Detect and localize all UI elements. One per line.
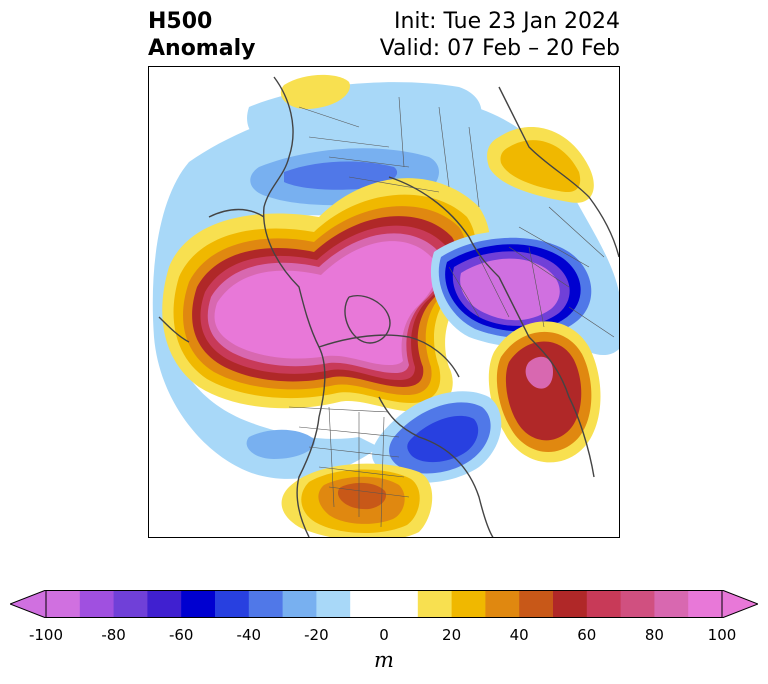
colorbar-tick-label: 80 bbox=[644, 626, 664, 644]
colorbar-tick-label: 60 bbox=[577, 626, 597, 644]
title-field: Anomaly bbox=[148, 36, 256, 61]
colorbar-segment bbox=[553, 590, 588, 618]
colorbar-tick-label: 40 bbox=[509, 626, 529, 644]
colorbar-segment bbox=[586, 590, 622, 618]
colorbar-segment bbox=[282, 590, 317, 618]
positive-anomaly-atlantic-core bbox=[525, 356, 553, 389]
colorbar-segment bbox=[248, 590, 284, 618]
colorbar-segment bbox=[79, 590, 115, 618]
country-borders bbox=[288, 96, 615, 528]
colorbar-segment bbox=[181, 590, 216, 618]
coastlines bbox=[158, 76, 619, 537]
colorbar-unit: m bbox=[374, 648, 394, 672]
positive-anomaly-ne-core bbox=[500, 140, 581, 193]
negative-anomaly-siberia-core bbox=[284, 161, 398, 190]
colorbar-arrow-low bbox=[10, 590, 47, 618]
negative-anomaly-europe-core bbox=[460, 258, 560, 321]
colorbar-segment bbox=[46, 590, 81, 618]
colorbar-segment bbox=[519, 590, 554, 618]
map-title-right: Init: Tue 23 Jan 2024 Valid: 07 Feb – 20… bbox=[380, 8, 620, 62]
colorbar-segment bbox=[688, 590, 723, 618]
colorbar-segment bbox=[113, 590, 148, 618]
title-variable: H500 bbox=[148, 9, 213, 34]
colorbar-tick-label: 0 bbox=[379, 626, 389, 644]
positive-anomaly-core bbox=[214, 241, 437, 365]
anomaly-map bbox=[148, 66, 620, 538]
negative-anomaly-sw-core bbox=[407, 415, 479, 463]
map-title-left: H500 Anomaly bbox=[148, 8, 255, 62]
valid-range: Valid: 07 Feb – 20 Feb bbox=[379, 36, 620, 61]
colorbar-segment bbox=[620, 590, 655, 618]
colorbar-segment bbox=[215, 590, 250, 618]
colorbar-tick-label: -20 bbox=[304, 626, 329, 644]
colorbar-tick-label: 20 bbox=[442, 626, 462, 644]
colorbar-tick-label: -60 bbox=[168, 626, 194, 644]
colorbar-tick-label: -80 bbox=[101, 626, 126, 644]
colorbar-arrow-high bbox=[721, 590, 758, 618]
colorbar-segment bbox=[417, 590, 453, 618]
colorbar-segment bbox=[654, 590, 689, 618]
positive-anomaly-atlantic-3 bbox=[505, 341, 582, 441]
colorbar-segment bbox=[485, 590, 520, 618]
colorbar-outline bbox=[45, 590, 723, 618]
colorbar-segment bbox=[316, 590, 351, 618]
colorbar-segment bbox=[147, 590, 182, 618]
colorbar-tick-label: 100 bbox=[707, 626, 737, 644]
positive-anomaly-nw bbox=[280, 74, 350, 110]
colorbar bbox=[10, 590, 758, 618]
init-date: Init: Tue 23 Jan 2024 bbox=[393, 9, 620, 34]
anomaly-map-svg bbox=[152, 74, 619, 537]
colorbar-segment bbox=[451, 590, 486, 618]
colorbar-segment bbox=[350, 590, 385, 618]
negative-anomaly-west bbox=[246, 429, 315, 459]
colorbar-tick-label: -40 bbox=[236, 626, 262, 644]
colorbar-tick-label: -100 bbox=[28, 626, 64, 644]
colorbar-segment bbox=[384, 590, 419, 618]
